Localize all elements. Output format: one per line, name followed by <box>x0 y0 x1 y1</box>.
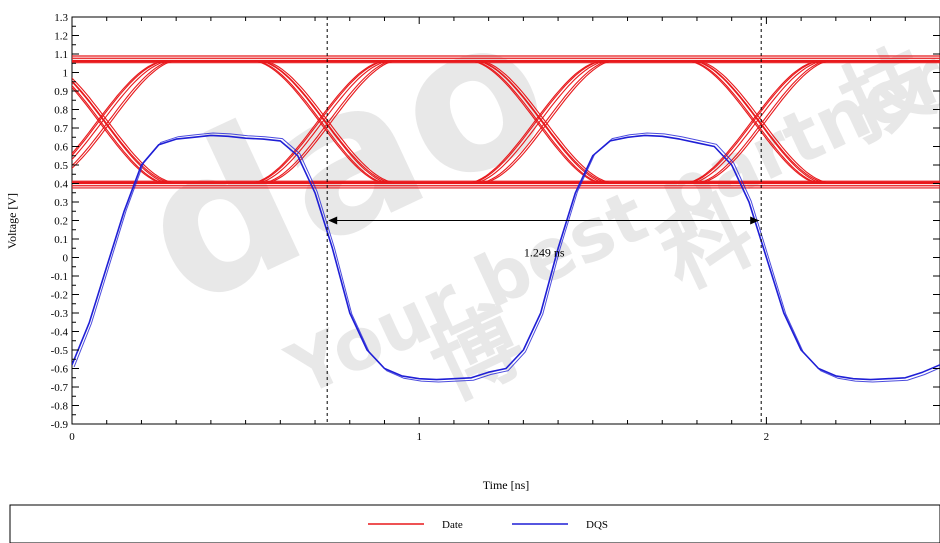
date-trace-fall <box>72 80 173 184</box>
y-tick-label: 0.8 <box>54 105 68 117</box>
annotations: 1.249 ns <box>326 17 762 424</box>
date-trace-rise <box>471 60 611 185</box>
y-tick-label: -0.1 <box>51 271 68 283</box>
date-trace-rise <box>72 59 173 155</box>
date-trace-fall <box>72 86 173 185</box>
x-tick-label: 2 <box>764 431 770 443</box>
date-trace-fall <box>254 60 394 185</box>
date-trace-rise <box>688 60 828 185</box>
legend: Date DQS <box>9 504 940 543</box>
y-tick-label: 1.3 <box>54 12 68 24</box>
date-trace-rise <box>688 60 828 185</box>
date-trace-rise <box>72 60 173 169</box>
date-trace-rise <box>254 59 394 184</box>
y-tick-label: -0.4 <box>51 327 69 339</box>
y-tick-label: -0.2 <box>51 290 68 302</box>
y-tick-label: 0.3 <box>54 197 68 209</box>
x-axis-title: Time [ns] <box>483 478 530 492</box>
date-trace-fall <box>471 59 611 185</box>
y-tick-label: -0.6 <box>51 364 69 376</box>
dqs-trace-overlay <box>73 132 940 383</box>
y-tick-label: 0.4 <box>54 179 68 191</box>
date-trace-rise <box>72 60 173 167</box>
y-tick-label: 0.7 <box>54 123 68 135</box>
date-trace-rise <box>471 59 611 184</box>
y-tick-label: -0.3 <box>51 308 69 320</box>
y-tick-label: -0.8 <box>51 401 69 413</box>
x-tick-label: 0 <box>69 431 75 443</box>
date-trace-rise <box>688 59 828 184</box>
y-tick-label: 1.2 <box>54 31 68 43</box>
date-trace-fall <box>688 59 828 184</box>
date-trace-rise <box>471 60 611 185</box>
y-tick-label: 1.1 <box>54 49 68 61</box>
y-axis-title: Voltage [V] <box>5 193 19 249</box>
date-trace-rise <box>254 60 394 185</box>
date-trace-fall <box>471 59 611 184</box>
y-tick-label: 1 <box>63 68 69 80</box>
y-tick-label: 0.1 <box>54 234 68 246</box>
y-tick-label: -0.7 <box>51 382 69 394</box>
date-trace-fall <box>688 59 828 185</box>
y-tick-label: 0.2 <box>54 216 68 228</box>
date-trace-fall <box>254 59 394 184</box>
y-tick-label: 0.6 <box>54 142 68 154</box>
y-tick-label: 0 <box>63 253 69 265</box>
date-trace-fall <box>254 60 394 185</box>
legend-box <box>9 504 940 543</box>
interval-label: 1.249 ns <box>524 246 565 260</box>
date-trace-fall <box>72 77 173 184</box>
axes: -0.9 -0.8 -0.7 -0.6 -0.5 -0.4 -0.3 -0.2 -0.1 0 0.1… <box>51 12 940 443</box>
traces <box>72 55 940 383</box>
date-trace-fall <box>688 59 828 184</box>
date-trace-fall <box>471 60 611 185</box>
y-tick-label: 0.9 <box>54 86 68 98</box>
y-tick-label: -0.9 <box>51 419 69 431</box>
dqs-trace <box>72 134 940 381</box>
legend-label-dqs: DQS <box>586 519 608 531</box>
date-trace-fall <box>688 60 828 185</box>
date-trace-fall <box>72 84 173 185</box>
y-tick-label: 0.5 <box>54 160 68 172</box>
x-tick-label: 1 <box>416 431 422 443</box>
date-trace-fall <box>72 81 173 185</box>
date-trace-fall <box>471 60 611 185</box>
date-trace-fall <box>254 59 394 185</box>
legend-label-date: Date <box>442 519 463 531</box>
date-trace-rise <box>254 60 394 185</box>
y-tick-label: -0.5 <box>51 345 69 357</box>
date-trace-fall <box>688 60 828 185</box>
date-trace-fall <box>254 59 394 184</box>
